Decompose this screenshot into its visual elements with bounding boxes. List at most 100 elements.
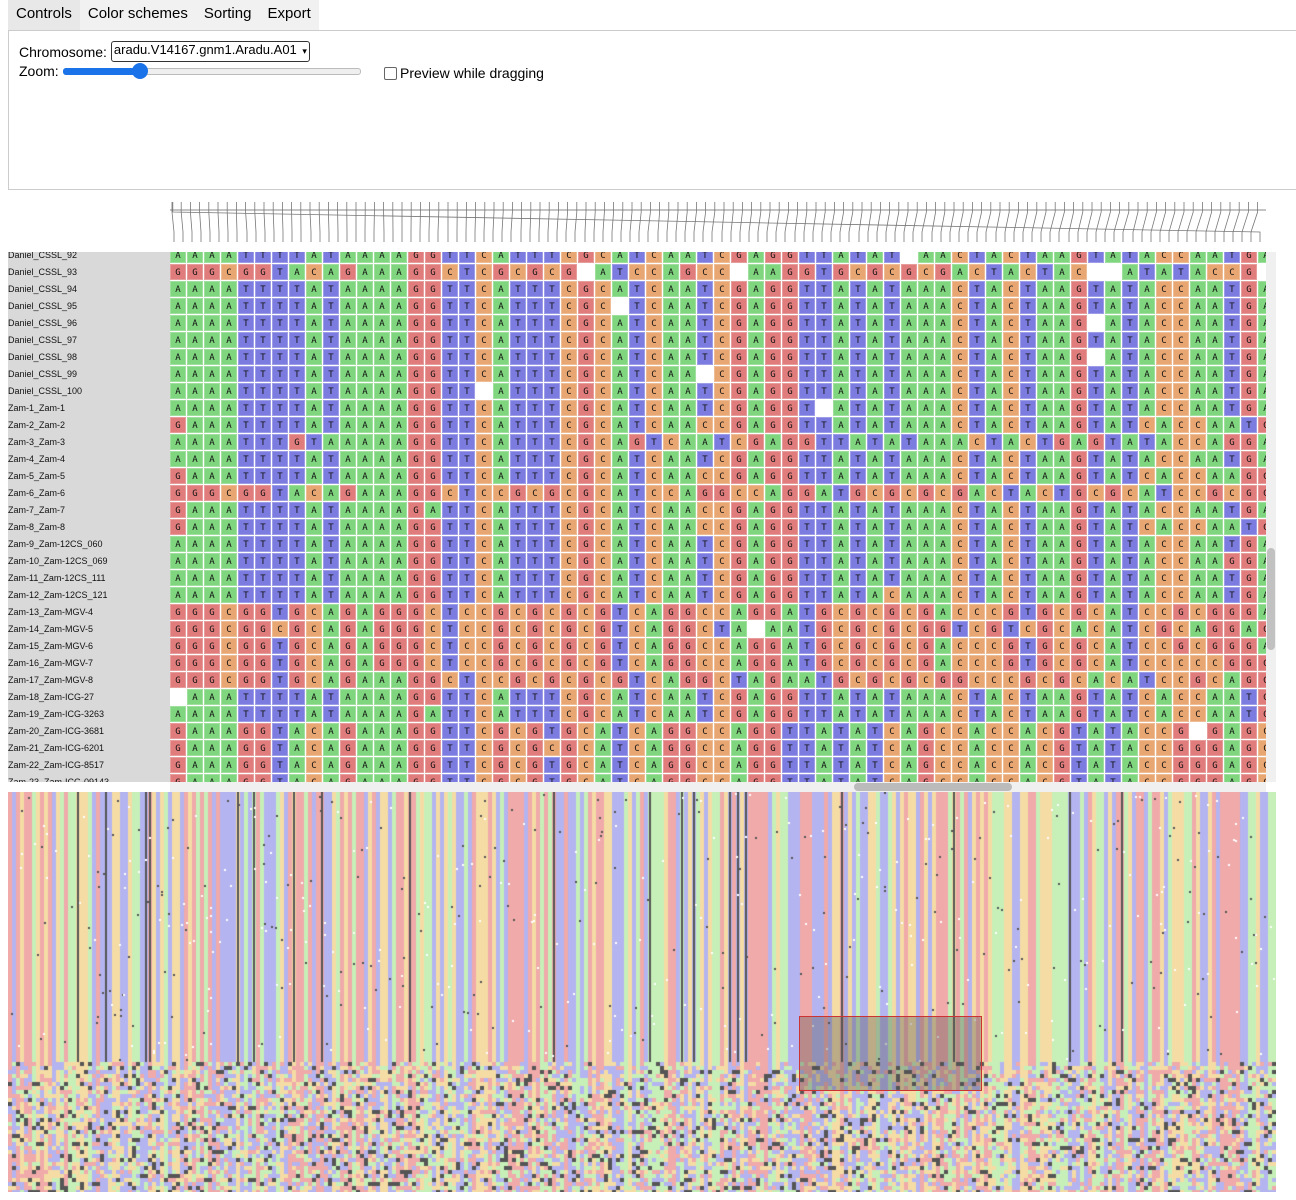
allele-cell: T: [459, 570, 475, 586]
allele-cell: C: [952, 349, 968, 365]
allele-cell: T: [646, 434, 662, 450]
tab-sorting[interactable]: Sorting: [195, 0, 260, 30]
allele-cell: C: [272, 621, 288, 637]
allele-cell: T: [544, 366, 560, 382]
allele-cell: C: [1173, 587, 1189, 603]
allele-cell: A: [935, 332, 951, 348]
allele-cell: A: [680, 298, 696, 314]
allele-cell: G: [918, 774, 934, 782]
allele-cell: A: [204, 400, 220, 416]
allele-cell: T: [272, 485, 288, 501]
allele-cell: T: [629, 417, 645, 433]
allele-cell: C: [476, 638, 492, 654]
allele-cell: A: [1224, 740, 1240, 756]
tab-color-schemes[interactable]: Color schemes: [79, 0, 196, 30]
preview-checkbox[interactable]: [384, 66, 397, 80]
allele-cell: T: [867, 774, 883, 782]
allele-cell: A: [374, 417, 390, 433]
allele-cell: C: [544, 604, 560, 620]
allele-cell: T: [697, 451, 713, 467]
tab-controls[interactable]: Controls: [8, 0, 80, 30]
overview-heatmap[interactable]: [8, 792, 1276, 1192]
zoom-slider-thumb[interactable]: [132, 63, 149, 79]
allele-cell: T: [799, 451, 815, 467]
allele-cell: C: [646, 502, 662, 518]
allele-cell: T: [527, 519, 543, 535]
allele-cell: A: [493, 468, 509, 484]
tab-export[interactable]: Export: [259, 0, 319, 30]
horizontal-scrollbar[interactable]: [170, 782, 1266, 792]
allele-cell: A: [357, 587, 373, 603]
allele-cell: C: [561, 252, 577, 263]
allele-cell: G: [663, 621, 679, 637]
allele-cell: G: [391, 604, 407, 620]
allele-cell: A: [306, 587, 322, 603]
allele-cell: A: [731, 740, 747, 756]
allele-cell: C: [1173, 366, 1189, 382]
allele-cell: A: [1139, 553, 1155, 569]
allele-cell: T: [238, 400, 254, 416]
overview-viewport-window[interactable]: [799, 1016, 982, 1091]
allele-cell: C: [714, 315, 730, 331]
allele-cell: G: [408, 553, 424, 569]
allele-cell: T: [442, 553, 458, 569]
allele-cell: G: [731, 587, 747, 603]
allele-cell: A: [1190, 587, 1206, 603]
allele-cell: C: [867, 621, 883, 637]
allele-cell: A: [1156, 264, 1172, 280]
allele-cell: A: [612, 383, 628, 399]
allele-cell: T: [527, 451, 543, 467]
allele-cell: G: [408, 655, 424, 671]
sample-name: Zam-5_Zam-5: [8, 471, 66, 481]
allele-cell: T: [850, 366, 866, 382]
sample-name: Zam-3_Zam-3: [8, 437, 66, 447]
vertical-scrollbar[interactable]: [1266, 252, 1276, 782]
sample-name: Zam-17_Zam-MGV-8: [8, 675, 94, 685]
allele-cell: G: [867, 264, 883, 280]
allele-cell: A: [374, 570, 390, 586]
allele-cell: T: [697, 298, 713, 314]
allele-cell: G: [799, 485, 815, 501]
allele-cell: C: [1156, 774, 1172, 782]
allele-cell: T: [1020, 468, 1036, 484]
allele-cell: A: [357, 383, 373, 399]
horizontal-scrollbar-thumb[interactable]: [854, 783, 1012, 791]
allele-cell: C: [595, 706, 611, 722]
allele-cell: C: [748, 485, 764, 501]
allele-cell: A: [680, 383, 696, 399]
allele-cell: A: [306, 706, 322, 722]
allele-cell: A: [357, 706, 373, 722]
allele-cell: A: [374, 315, 390, 331]
allele-cell: G: [408, 366, 424, 382]
allele-cell: C: [1003, 570, 1019, 586]
chromosome-select[interactable]: aradu.V14167.gnm1.Aradu.A01 ▾: [110, 41, 310, 62]
allele-cell: G: [765, 604, 781, 620]
allele-cell: T: [799, 252, 815, 263]
allele-cell: A: [663, 349, 679, 365]
allele-cell: G: [578, 400, 594, 416]
allele-cell: C: [221, 672, 237, 688]
allele-cell: A: [1190, 252, 1206, 263]
allele-cell: A: [867, 536, 883, 552]
zoom-slider[interactable]: [62, 63, 361, 79]
allele-cell: A: [816, 774, 832, 782]
allele-cell: A: [1122, 723, 1138, 739]
allele-cell: A: [901, 757, 917, 773]
allele-cell: G: [1224, 604, 1240, 620]
allele-cell: C: [493, 485, 509, 501]
allele-cell: A: [935, 281, 951, 297]
allele-cell: T: [510, 366, 526, 382]
allele-cell: A: [680, 706, 696, 722]
allele-cell: C: [595, 434, 611, 450]
allele-cell: A: [221, 434, 237, 450]
chromosome-select-value: aradu.V14167.gnm1.Aradu.A01: [113, 42, 297, 57]
allele-cell: G: [238, 774, 254, 782]
allele-cell: T: [459, 468, 475, 484]
vertical-scrollbar-thumb[interactable]: [1267, 548, 1275, 650]
allele-cell: G: [204, 638, 220, 654]
allele-cell: A: [170, 434, 186, 450]
allele-cell: G: [1224, 638, 1240, 654]
allele-cell: T: [323, 366, 339, 382]
allele-cell: A: [170, 315, 186, 331]
